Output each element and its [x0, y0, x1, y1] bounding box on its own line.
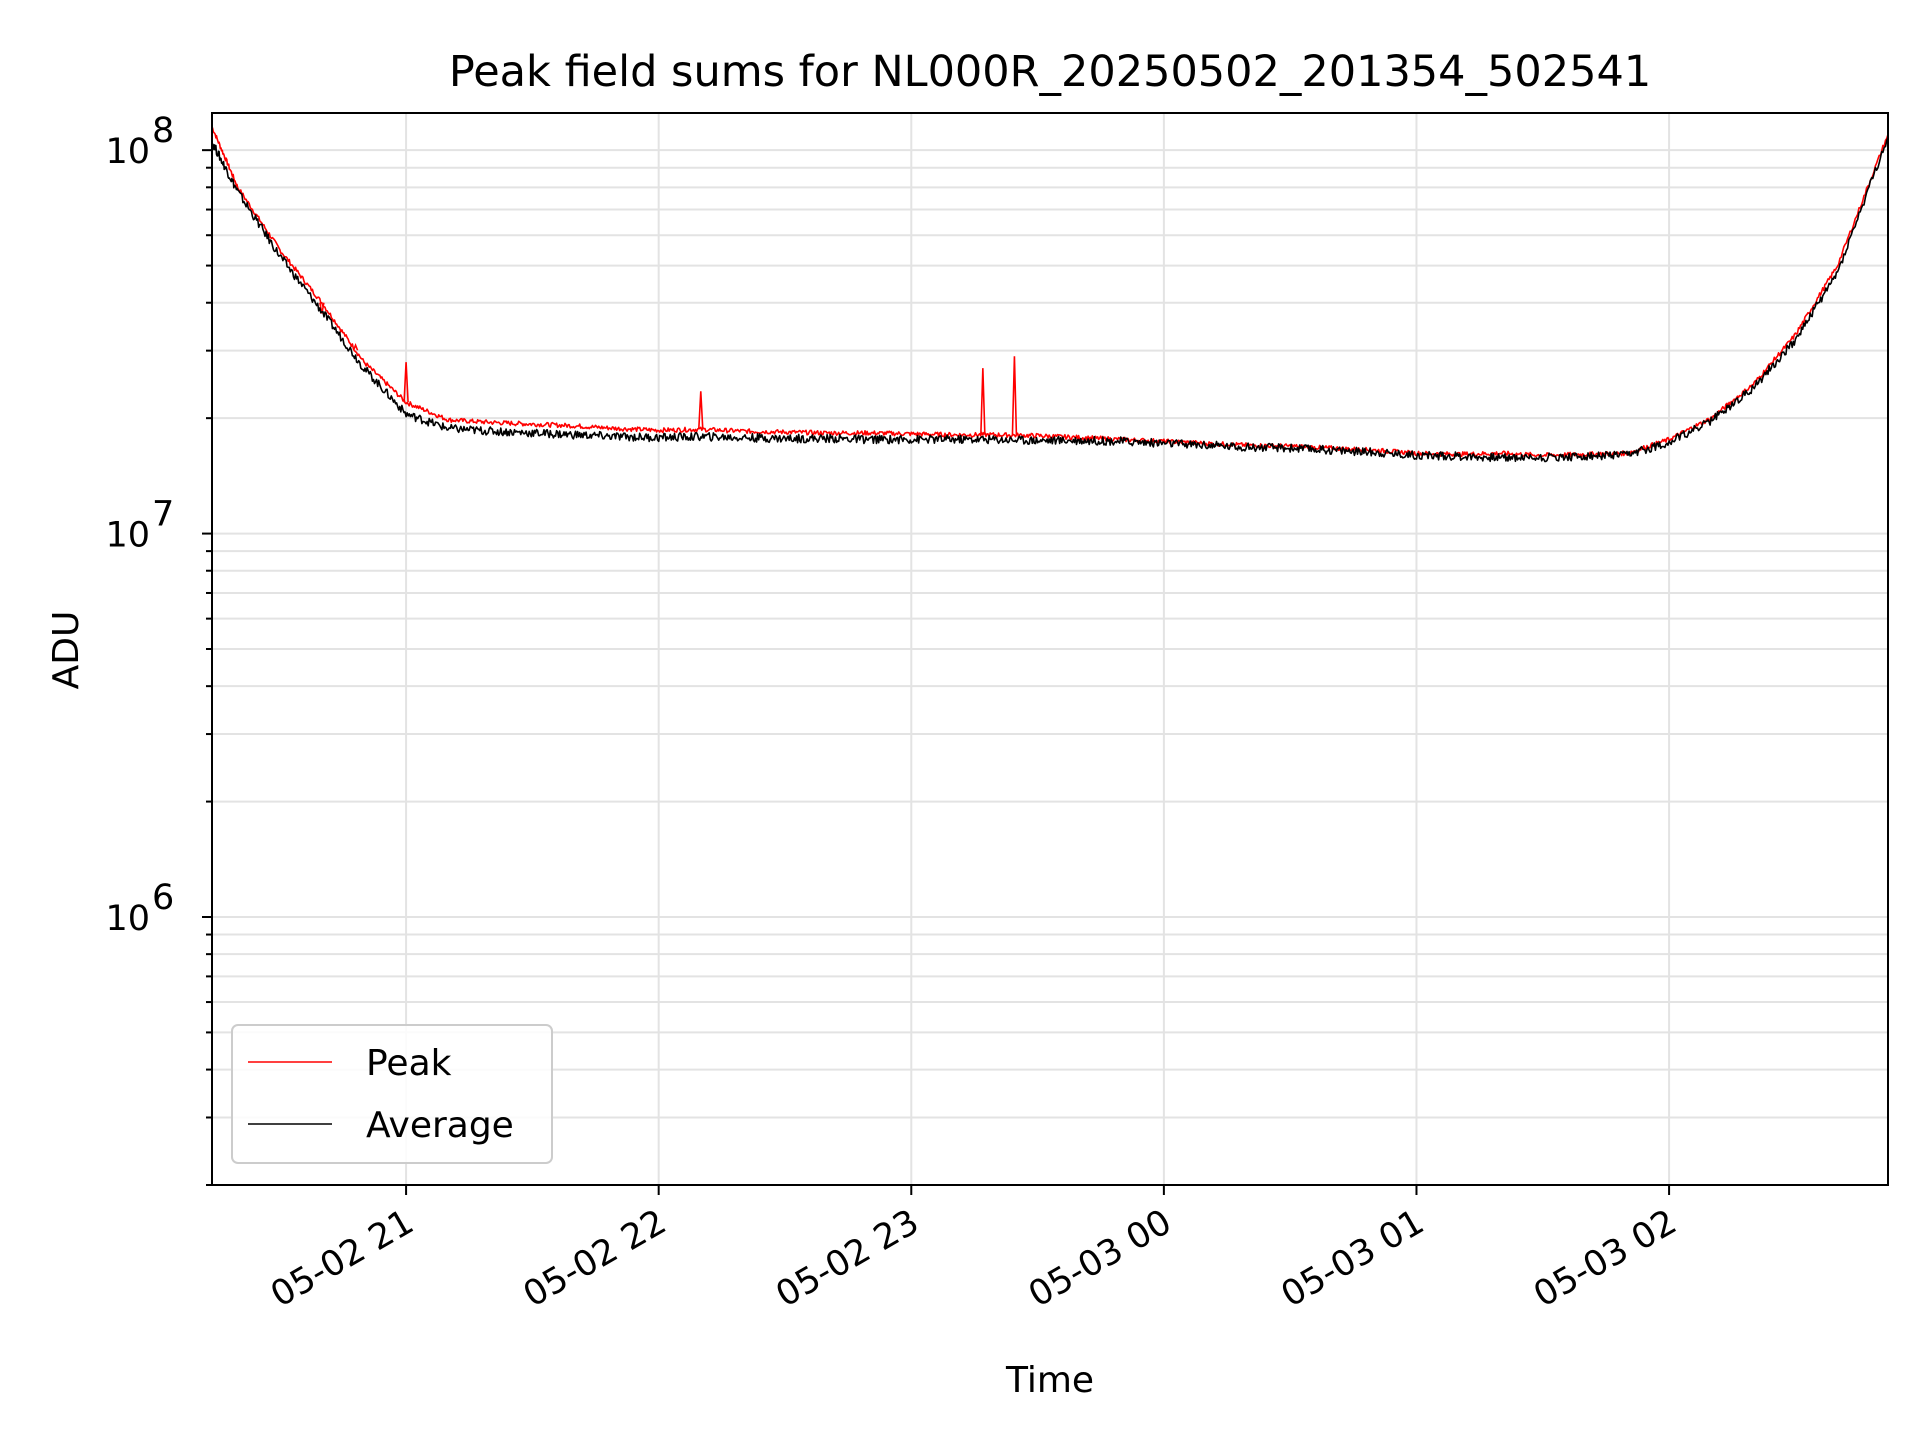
- y-tick-exponent: 7: [152, 495, 174, 535]
- x-axis-label: Time: [1005, 1360, 1094, 1401]
- plot-series: [212, 126, 1888, 463]
- legend-label-peak: Peak: [366, 1043, 452, 1084]
- y-tick-label: 10: [105, 899, 150, 939]
- series-spike: [352, 343, 359, 351]
- series-spike: [1011, 356, 1018, 436]
- y-axis-label: ADU: [46, 611, 87, 690]
- y-tick-label: 10: [105, 132, 150, 172]
- series-spike: [697, 391, 704, 430]
- series-spike: [980, 368, 986, 435]
- chart-title: Peak field sums for NL000R_20250502_2013…: [449, 47, 1651, 97]
- y-tick-label: 10: [105, 516, 150, 556]
- legend-box: [231, 1024, 553, 1164]
- series-spike: [403, 362, 409, 403]
- y-tick-exponent: 8: [152, 111, 174, 151]
- y-tick-exponent: 6: [152, 878, 174, 918]
- series-line-average: [212, 137, 1888, 463]
- legend-label-average: Average: [366, 1105, 514, 1146]
- legend: Peak Average: [231, 1024, 553, 1164]
